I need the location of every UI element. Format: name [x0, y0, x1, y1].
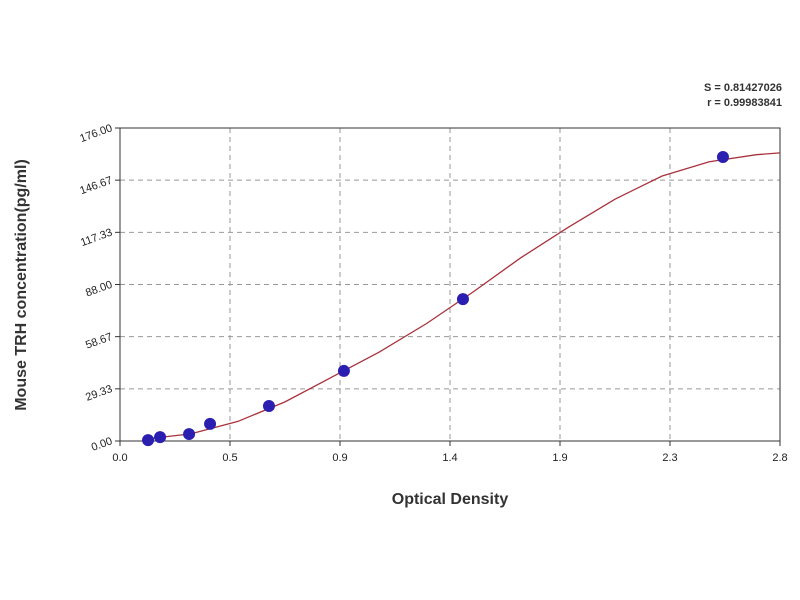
data-point — [204, 417, 217, 430]
data-point — [716, 150, 729, 163]
data-point — [337, 364, 350, 377]
x-tick-label: 2.3 — [662, 452, 677, 464]
plot-frame — [119, 127, 781, 442]
annotation: r = 0.99983841 — [707, 97, 782, 109]
data-point — [183, 428, 196, 441]
x-tick-label: 0.5 — [222, 452, 237, 464]
data-point — [142, 434, 155, 447]
annotation: S = 0.81427026 — [704, 82, 782, 94]
data-point — [154, 431, 167, 444]
x-tick-label: 0.0 — [112, 452, 127, 464]
x-tick-label: 1.4 — [442, 452, 457, 464]
data-point — [262, 399, 275, 412]
y-axis-label: Mouse TRH concentration(pg/ml) — [13, 159, 30, 411]
fit-curve — [143, 152, 781, 440]
data-point — [456, 293, 469, 306]
x-tick-label: 1.9 — [552, 452, 567, 464]
x-tick-label: 0.9 — [332, 452, 347, 464]
x-tick-label: 2.8 — [772, 452, 787, 464]
x-axis-label: Optical Density — [392, 491, 509, 508]
